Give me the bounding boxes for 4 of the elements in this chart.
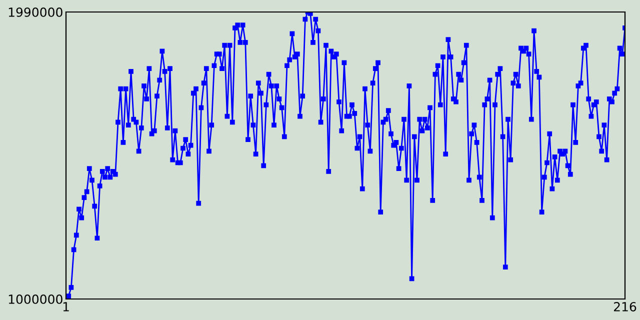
- x-tick-label: 216: [614, 302, 636, 312]
- x-tick-label: 1: [63, 302, 69, 312]
- y-tick-label: 1000000: [8, 294, 62, 304]
- y-tick-label: 1990000: [8, 7, 62, 17]
